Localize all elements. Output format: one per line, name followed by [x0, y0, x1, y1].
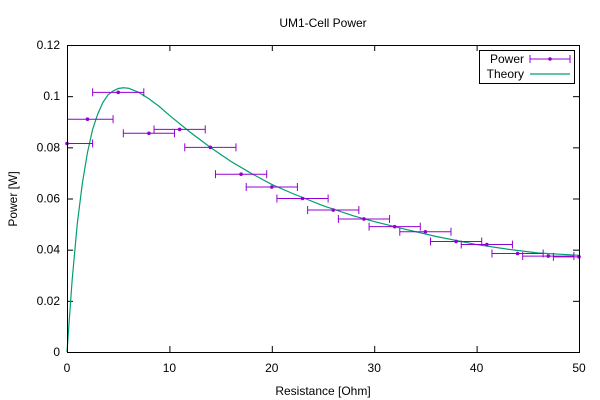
x-tick-label: 40	[470, 361, 484, 375]
x-tick-label: 0	[64, 361, 71, 375]
y-tick-label: 0.08	[37, 140, 61, 154]
y-tick-label: 0	[53, 345, 60, 359]
x-tick-label: 10	[163, 361, 177, 375]
power-point	[430, 237, 483, 246]
power-point	[214, 170, 268, 179]
legend-label-power: Power	[490, 52, 524, 66]
legend: Power Theory	[479, 50, 575, 84]
chart-title: UM1-Cell Power	[279, 16, 366, 30]
data-point	[270, 185, 274, 189]
data-point	[485, 242, 489, 247]
y-tick-label: 0.02	[37, 294, 61, 308]
y-tick-label: 0.1	[43, 89, 60, 103]
y-axis-label: Power [W]	[6, 171, 20, 226]
y-tick-label: 0.12	[37, 38, 61, 52]
power-point	[337, 214, 391, 223]
data-point	[116, 90, 120, 95]
data-point	[208, 145, 213, 150]
power-point	[92, 88, 145, 97]
x-axis-label: Resistance [Ohm]	[275, 384, 370, 398]
power-point	[153, 125, 206, 134]
x-tick-label: 20	[265, 361, 279, 375]
legend-symbol-power	[529, 55, 571, 63]
legend-label-theory: Theory	[487, 67, 524, 81]
power-point	[122, 129, 176, 138]
data-point	[239, 172, 243, 176]
power-point	[399, 227, 452, 236]
legend-point	[548, 57, 552, 61]
data-point	[515, 251, 520, 256]
data-point	[362, 217, 366, 221]
y-tick-label: 0.06	[37, 192, 61, 206]
plot-frame	[67, 45, 580, 353]
data-point	[85, 117, 90, 121]
data-point	[454, 239, 458, 244]
y-tick-label: 0.04	[37, 243, 61, 257]
power-point	[276, 194, 329, 203]
data-point	[300, 196, 305, 201]
power-series	[65, 88, 581, 261]
data-point	[331, 208, 336, 212]
power-point	[307, 206, 360, 215]
data-point	[147, 131, 151, 136]
data-point	[546, 254, 551, 258]
power-point	[245, 182, 298, 191]
x-tick-label: 50	[572, 361, 586, 375]
data-point	[392, 224, 397, 229]
power-point	[460, 240, 513, 249]
data-point	[423, 229, 428, 234]
x-tick-label: 30	[368, 361, 382, 375]
power-point	[491, 249, 544, 258]
power-point	[368, 222, 421, 231]
theory-line	[66, 87, 580, 353]
power-point	[522, 252, 575, 261]
theory-series	[66, 87, 580, 353]
power-point	[184, 143, 237, 152]
legend-box	[479, 50, 575, 84]
data-point	[177, 127, 182, 132]
power-point	[67, 115, 114, 124]
axis-ticks: 0 10 20 30 40 50 0 0.02 0.04 0.06 0.08 0.1 0.12	[37, 38, 586, 375]
